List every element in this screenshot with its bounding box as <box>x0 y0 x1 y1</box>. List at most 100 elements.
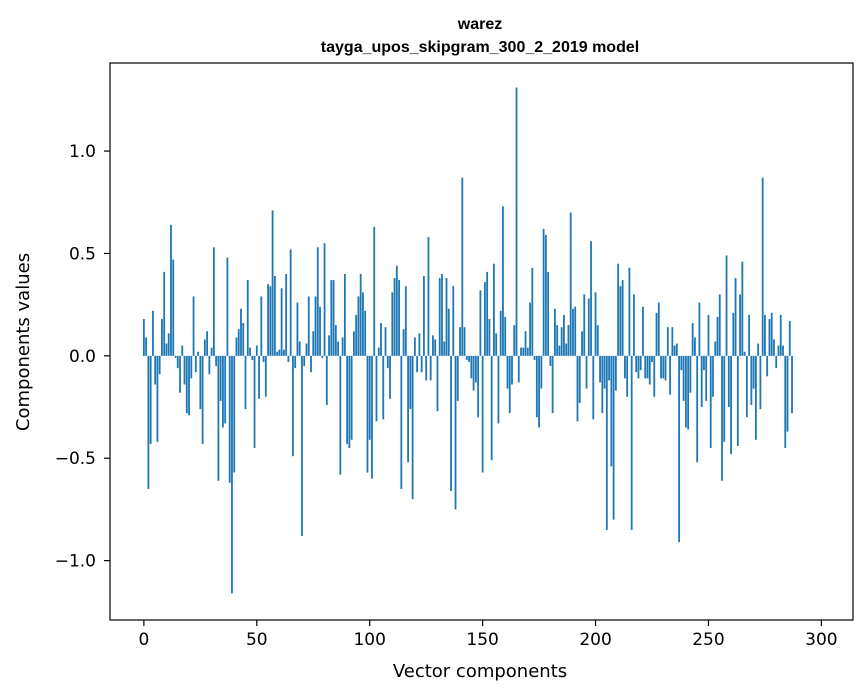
bar <box>576 355 579 422</box>
bar <box>447 308 450 356</box>
bar <box>258 355 260 399</box>
bar <box>635 355 638 373</box>
bar <box>730 355 732 455</box>
bar <box>628 267 631 356</box>
bar <box>750 355 753 405</box>
bar <box>680 355 683 371</box>
bar <box>235 337 238 356</box>
bar <box>470 355 473 379</box>
bar <box>260 296 263 356</box>
bar <box>511 355 513 385</box>
bar <box>156 355 159 442</box>
bar <box>788 321 791 356</box>
x-tick-label: 100 <box>353 630 385 650</box>
bar <box>237 329 240 356</box>
bar <box>468 355 470 362</box>
bar <box>212 247 215 356</box>
bar <box>764 314 766 356</box>
bar <box>145 337 148 356</box>
bar <box>538 355 540 428</box>
bar <box>172 259 175 356</box>
bar <box>203 339 206 356</box>
bar <box>732 312 735 356</box>
bar <box>438 278 441 356</box>
bar <box>454 355 457 510</box>
bar <box>556 325 559 356</box>
bar <box>389 355 391 399</box>
bar <box>644 355 647 379</box>
bar <box>691 323 694 356</box>
bar <box>459 327 461 356</box>
bar <box>228 355 231 483</box>
bar <box>382 355 385 420</box>
bar <box>637 355 640 379</box>
bar <box>660 355 662 379</box>
bar <box>651 355 653 362</box>
bar <box>161 318 163 356</box>
bar <box>712 355 714 397</box>
bar <box>287 355 290 362</box>
bar <box>251 355 254 360</box>
bar <box>418 333 421 356</box>
y-axis-label: Components values <box>13 253 34 431</box>
bar <box>777 345 780 356</box>
bar <box>450 355 452 491</box>
bar <box>531 267 534 356</box>
y-tick-label: 0.0 <box>69 347 96 367</box>
bar <box>673 345 676 356</box>
bar <box>176 355 179 369</box>
bar <box>305 343 308 356</box>
bar <box>395 265 398 356</box>
bar <box>328 335 330 356</box>
bar <box>481 355 484 473</box>
bar <box>253 355 256 448</box>
bar <box>380 323 382 356</box>
bar <box>461 177 464 356</box>
bar <box>332 280 335 356</box>
bar <box>269 286 272 356</box>
bar <box>486 271 489 356</box>
plot-frame <box>109 62 854 621</box>
bar <box>242 323 245 356</box>
bar <box>246 280 249 356</box>
bar <box>549 355 552 367</box>
bar <box>565 343 568 356</box>
bar <box>707 314 710 356</box>
bar <box>739 294 741 356</box>
bar <box>181 345 184 356</box>
bar <box>657 302 660 356</box>
bar <box>353 331 355 356</box>
bar <box>782 345 784 356</box>
bar <box>578 355 581 403</box>
bar <box>330 280 333 356</box>
bar <box>583 294 586 356</box>
bar <box>621 280 624 356</box>
bar <box>648 355 651 385</box>
bar <box>646 355 649 379</box>
bar <box>786 355 789 432</box>
bar <box>612 355 615 520</box>
chart-subtitle: tayga_upos_skipgram_300_2_2019 model <box>321 39 639 56</box>
bar <box>201 355 204 444</box>
bar <box>784 355 787 448</box>
bar <box>271 210 274 356</box>
bar <box>520 347 522 356</box>
bar <box>163 271 166 356</box>
y-tick-label: −0.5 <box>55 449 96 469</box>
bar <box>434 339 437 356</box>
bar <box>292 355 294 457</box>
bar <box>423 275 425 356</box>
bar <box>766 355 769 377</box>
bar <box>312 331 315 356</box>
bar <box>409 355 412 410</box>
bar <box>515 87 518 356</box>
bar <box>723 355 726 442</box>
bar <box>465 355 468 360</box>
bar <box>413 337 416 356</box>
bar <box>233 355 236 473</box>
bar <box>666 327 669 356</box>
bar <box>267 284 269 356</box>
bar <box>700 355 703 408</box>
bar <box>273 275 276 356</box>
